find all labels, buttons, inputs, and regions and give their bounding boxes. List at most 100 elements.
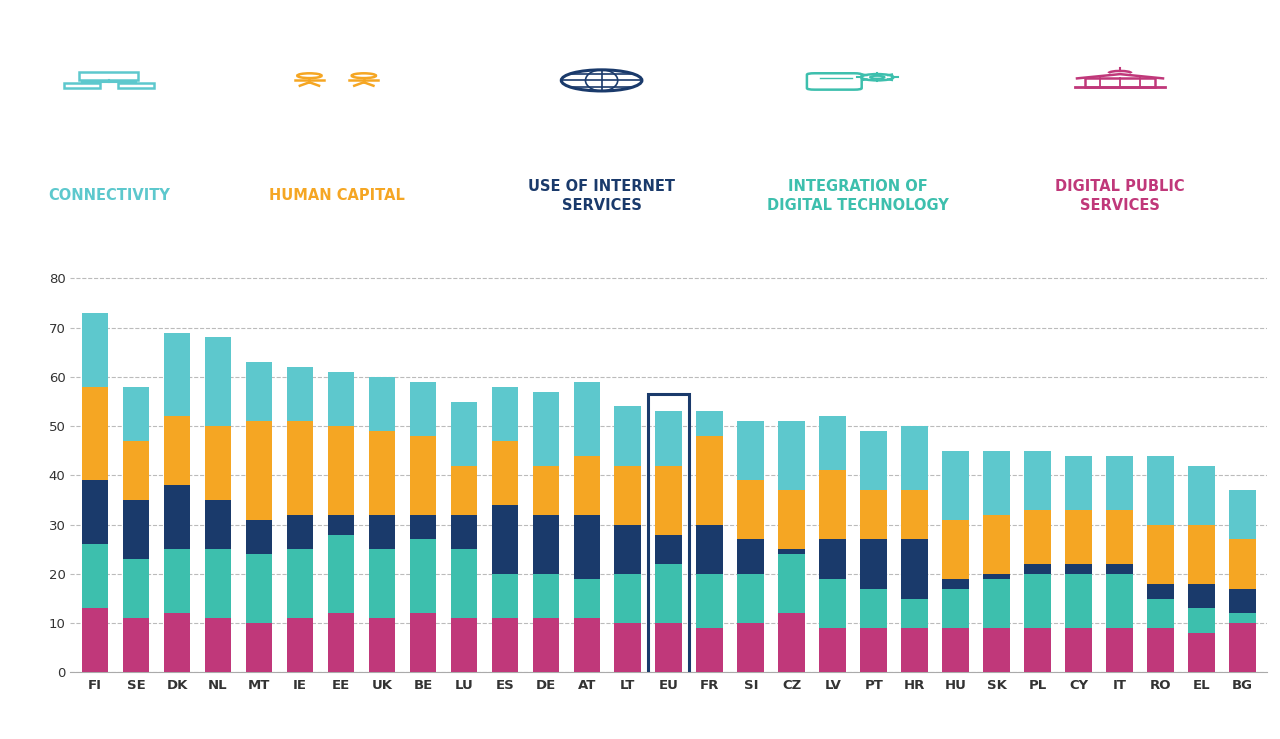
Bar	[778, 490, 805, 549]
Bar	[983, 451, 1010, 515]
Text: HUMAN CAPITAL: HUMAN CAPITAL	[269, 188, 404, 203]
Bar	[860, 628, 887, 672]
Bar	[532, 466, 559, 515]
Bar	[410, 382, 436, 436]
Bar	[1024, 510, 1051, 564]
Bar	[246, 623, 273, 672]
Bar	[1188, 633, 1215, 672]
Bar	[614, 623, 641, 672]
Bar	[696, 412, 723, 436]
Bar	[901, 539, 928, 599]
Bar	[532, 515, 559, 574]
Bar	[860, 431, 887, 490]
Bar	[614, 406, 641, 466]
Bar	[1065, 456, 1092, 510]
Bar	[942, 589, 969, 628]
Bar	[1065, 564, 1092, 574]
Bar	[573, 619, 600, 672]
Bar	[1024, 564, 1051, 574]
Bar	[778, 613, 805, 672]
Bar	[287, 367, 314, 421]
Bar	[246, 421, 273, 520]
Bar	[164, 333, 191, 416]
Bar	[328, 613, 355, 672]
Bar	[573, 456, 600, 515]
Bar	[451, 401, 477, 466]
Bar	[451, 515, 477, 549]
Bar	[901, 599, 928, 628]
Bar	[1188, 525, 1215, 584]
Bar	[778, 421, 805, 490]
Bar	[246, 554, 273, 623]
Bar	[82, 386, 109, 480]
Bar	[205, 619, 232, 672]
Bar	[1106, 628, 1133, 672]
Bar	[1229, 613, 1256, 623]
Bar	[123, 559, 150, 619]
Bar	[410, 613, 436, 672]
Bar	[860, 490, 887, 539]
Bar	[573, 382, 600, 456]
Bar	[737, 574, 764, 623]
Bar	[451, 466, 477, 515]
Bar	[1188, 608, 1215, 633]
Bar	[82, 545, 109, 608]
Bar	[983, 628, 1010, 672]
Bar	[655, 412, 682, 466]
Bar	[614, 466, 641, 525]
Bar	[1188, 466, 1215, 525]
Bar	[532, 619, 559, 672]
Bar	[696, 525, 723, 574]
Bar	[983, 579, 1010, 628]
Bar	[819, 539, 846, 579]
Bar	[369, 431, 396, 515]
Bar	[532, 574, 559, 619]
Bar	[492, 619, 518, 672]
Bar	[1065, 574, 1092, 628]
Text: DIGITAL PUBLIC
SERVICES: DIGITAL PUBLIC SERVICES	[1055, 179, 1185, 214]
Bar	[246, 520, 273, 554]
Bar	[778, 549, 805, 554]
Bar	[819, 579, 846, 628]
Bar	[901, 628, 928, 672]
Bar	[328, 515, 355, 534]
Bar	[205, 500, 232, 549]
Bar	[492, 386, 518, 441]
Bar	[164, 416, 191, 486]
Bar	[942, 628, 969, 672]
Bar	[1147, 584, 1174, 599]
Bar	[287, 421, 314, 515]
Bar	[328, 534, 355, 613]
Bar	[1065, 510, 1092, 564]
Bar	[164, 613, 191, 672]
Bar	[1106, 574, 1133, 628]
Bar	[737, 421, 764, 480]
Bar	[1229, 589, 1256, 613]
Bar	[573, 579, 600, 619]
Bar	[1229, 539, 1256, 589]
Bar	[369, 619, 396, 672]
Bar	[1024, 574, 1051, 628]
Bar	[123, 619, 150, 672]
Bar	[655, 534, 682, 564]
Bar	[123, 386, 150, 441]
Bar	[737, 623, 764, 672]
Bar	[655, 623, 682, 672]
Bar	[369, 549, 396, 619]
Bar	[328, 426, 355, 515]
Text: CONNECTIVITY: CONNECTIVITY	[47, 188, 170, 203]
Bar	[942, 451, 969, 520]
Bar	[1024, 451, 1051, 510]
Bar	[1024, 628, 1051, 672]
Bar	[492, 574, 518, 619]
Bar	[82, 480, 109, 545]
Bar	[983, 574, 1010, 579]
Bar	[696, 574, 723, 628]
Bar	[901, 426, 928, 490]
Bar	[1106, 564, 1133, 574]
Bar	[614, 574, 641, 623]
Bar	[287, 619, 314, 672]
Bar	[451, 549, 477, 619]
Bar	[942, 520, 969, 579]
Bar	[82, 313, 109, 386]
